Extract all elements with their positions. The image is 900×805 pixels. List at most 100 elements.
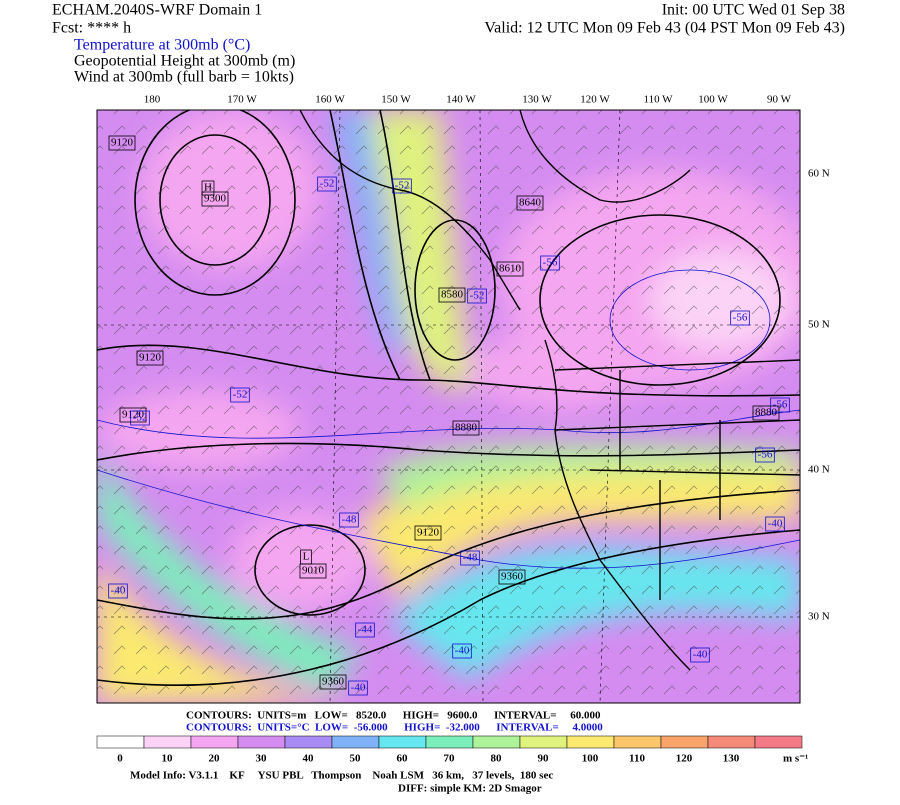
longitude-label: 120 W: [580, 94, 610, 106]
colorbar-swatch: [613, 735, 662, 749]
temp-label: -52: [395, 180, 410, 192]
height-label: 9360: [322, 676, 345, 688]
temp-label: -52: [133, 412, 148, 424]
colorbar-swatch: [237, 735, 286, 749]
colorbar-label: 90: [538, 753, 550, 765]
temp-label-box: [230, 387, 250, 403]
temp-label-box: [765, 516, 785, 532]
temp-label: -52: [233, 389, 248, 401]
temp-label: -40: [111, 585, 126, 597]
height-label-box: [319, 674, 347, 690]
temp-label: -40: [455, 645, 470, 657]
height-label-box: [452, 420, 480, 436]
longitude-label: 90 W: [767, 94, 792, 106]
height-label-box: [752, 405, 780, 421]
temp-label: -40: [768, 518, 783, 530]
height-label-box: [516, 195, 544, 211]
temp-label: -40: [351, 682, 366, 694]
contour-info-height: CONTOURS: UNITS=m LOW= 8520.0 HIGH= 9600…: [186, 710, 601, 722]
temp-label-box: [540, 255, 560, 271]
longitude-label: 150 W: [381, 94, 411, 106]
colorbar-swatch: [96, 735, 145, 749]
latitude-label: 40 N: [808, 464, 830, 476]
temp-label-box: [317, 176, 337, 192]
colorbar-swatch: [472, 735, 521, 749]
model-info: Model Info: V3.1.1 KF YSU PBL Thompson N…: [130, 770, 553, 782]
map: [97, 110, 800, 703]
colorbar-swatch: [707, 735, 756, 749]
colorbar-label: 130: [723, 753, 740, 765]
longitude-labels: 180 170 W 160 W 150 W 140 W 130 W 120 W 110 W 10…: [144, 94, 792, 106]
contour-info-temp: CONTOURS: UNITS=°C LOW= -56.000 HIGH= -3…: [186, 722, 603, 734]
map-frame: [96, 109, 801, 704]
height-label-box: [119, 407, 147, 423]
height-label: 9360: [501, 571, 524, 583]
latitude-label: 30 N: [808, 611, 830, 623]
temp-label-box: [755, 447, 775, 463]
height-label: 9010: [302, 565, 325, 577]
model-title: ECHAM.2040S-WRF Domain 1: [52, 2, 262, 19]
temp-label: -52: [470, 290, 485, 302]
height-label: 8580: [441, 289, 464, 301]
latitude-labels: 60 N 50 N 40 N 30 N: [808, 168, 830, 623]
height-label-box: [498, 569, 526, 585]
height-label: 9120: [417, 527, 440, 539]
height-label: 8880: [455, 422, 478, 434]
latitude-label: 50 N: [808, 319, 830, 331]
field-height: Geopotential Height at 300mb (m): [74, 53, 295, 70]
colorbar-label: 10: [162, 753, 174, 765]
longitude-label: 100 W: [698, 94, 728, 106]
colorbar-label: 120: [676, 753, 693, 765]
colorbar-units: m s⁻¹: [783, 753, 808, 765]
temp-label-box: [108, 583, 128, 599]
height-label: 9300: [204, 193, 227, 205]
temp-label-box: [355, 622, 375, 638]
colorbar-swatch: [284, 735, 333, 749]
colorbar-label: 0: [117, 753, 123, 765]
height-label-box: [299, 563, 327, 579]
colorbar-label: 70: [444, 753, 456, 765]
temp-label-box: [690, 647, 710, 663]
colorbar-swatch: [425, 735, 474, 749]
colorbar: 0 10 20 30 40 50 60 70 80 90 100 110 120 130 m s⁻¹: [96, 735, 808, 765]
colorbar-swatch: [331, 735, 380, 749]
valid-time: Valid: 12 UTC Mon 09 Feb 43 (04 PST Mon …: [484, 20, 845, 37]
height-label-box: [201, 191, 229, 207]
temp-label-box: [339, 512, 359, 528]
height-label-box: [108, 135, 136, 151]
temp-label-box: [770, 397, 790, 413]
colorbar-label: 80: [491, 753, 503, 765]
height-label: 9120: [111, 137, 134, 149]
temp-label: -56: [758, 449, 773, 461]
temp-label-box: [452, 643, 472, 659]
temp-label-box: [467, 288, 487, 304]
height-label-box: [136, 350, 164, 366]
temp-label: -48: [342, 514, 357, 526]
temp-label: -56: [773, 399, 788, 411]
temp-label-box: [348, 680, 368, 696]
longitude-label: 170 W: [227, 94, 257, 106]
temp-label: -52: [320, 178, 335, 190]
colorbar-label: 20: [209, 753, 221, 765]
colorbar-label: 60: [397, 753, 409, 765]
colorbar-label: 100: [582, 753, 599, 765]
colorbar-swatch: [754, 735, 803, 749]
temp-label-box: [392, 178, 412, 194]
temp-label: -44: [358, 624, 373, 636]
colorbar-swatch: [566, 735, 615, 749]
colorbar-label: 40: [303, 753, 315, 765]
colorbar-swatch: [519, 735, 568, 749]
colorbar-label: 30: [256, 753, 268, 765]
temp-label-box: [460, 550, 480, 566]
colorbar-swatch: [143, 735, 192, 749]
colorbar-label: 50: [350, 753, 362, 765]
temp-label-box: [730, 310, 750, 326]
forecast-hour: Fcst: **** h: [52, 20, 131, 37]
field-temperature: Temperature at 300mb (°C): [74, 37, 250, 54]
high-center-box: [201, 180, 215, 196]
longitude-label: 130 W: [522, 94, 552, 106]
longitude-label: 160 W: [315, 94, 345, 106]
temp-label: -40: [693, 649, 708, 661]
latitude-label: 60 N: [808, 168, 830, 180]
